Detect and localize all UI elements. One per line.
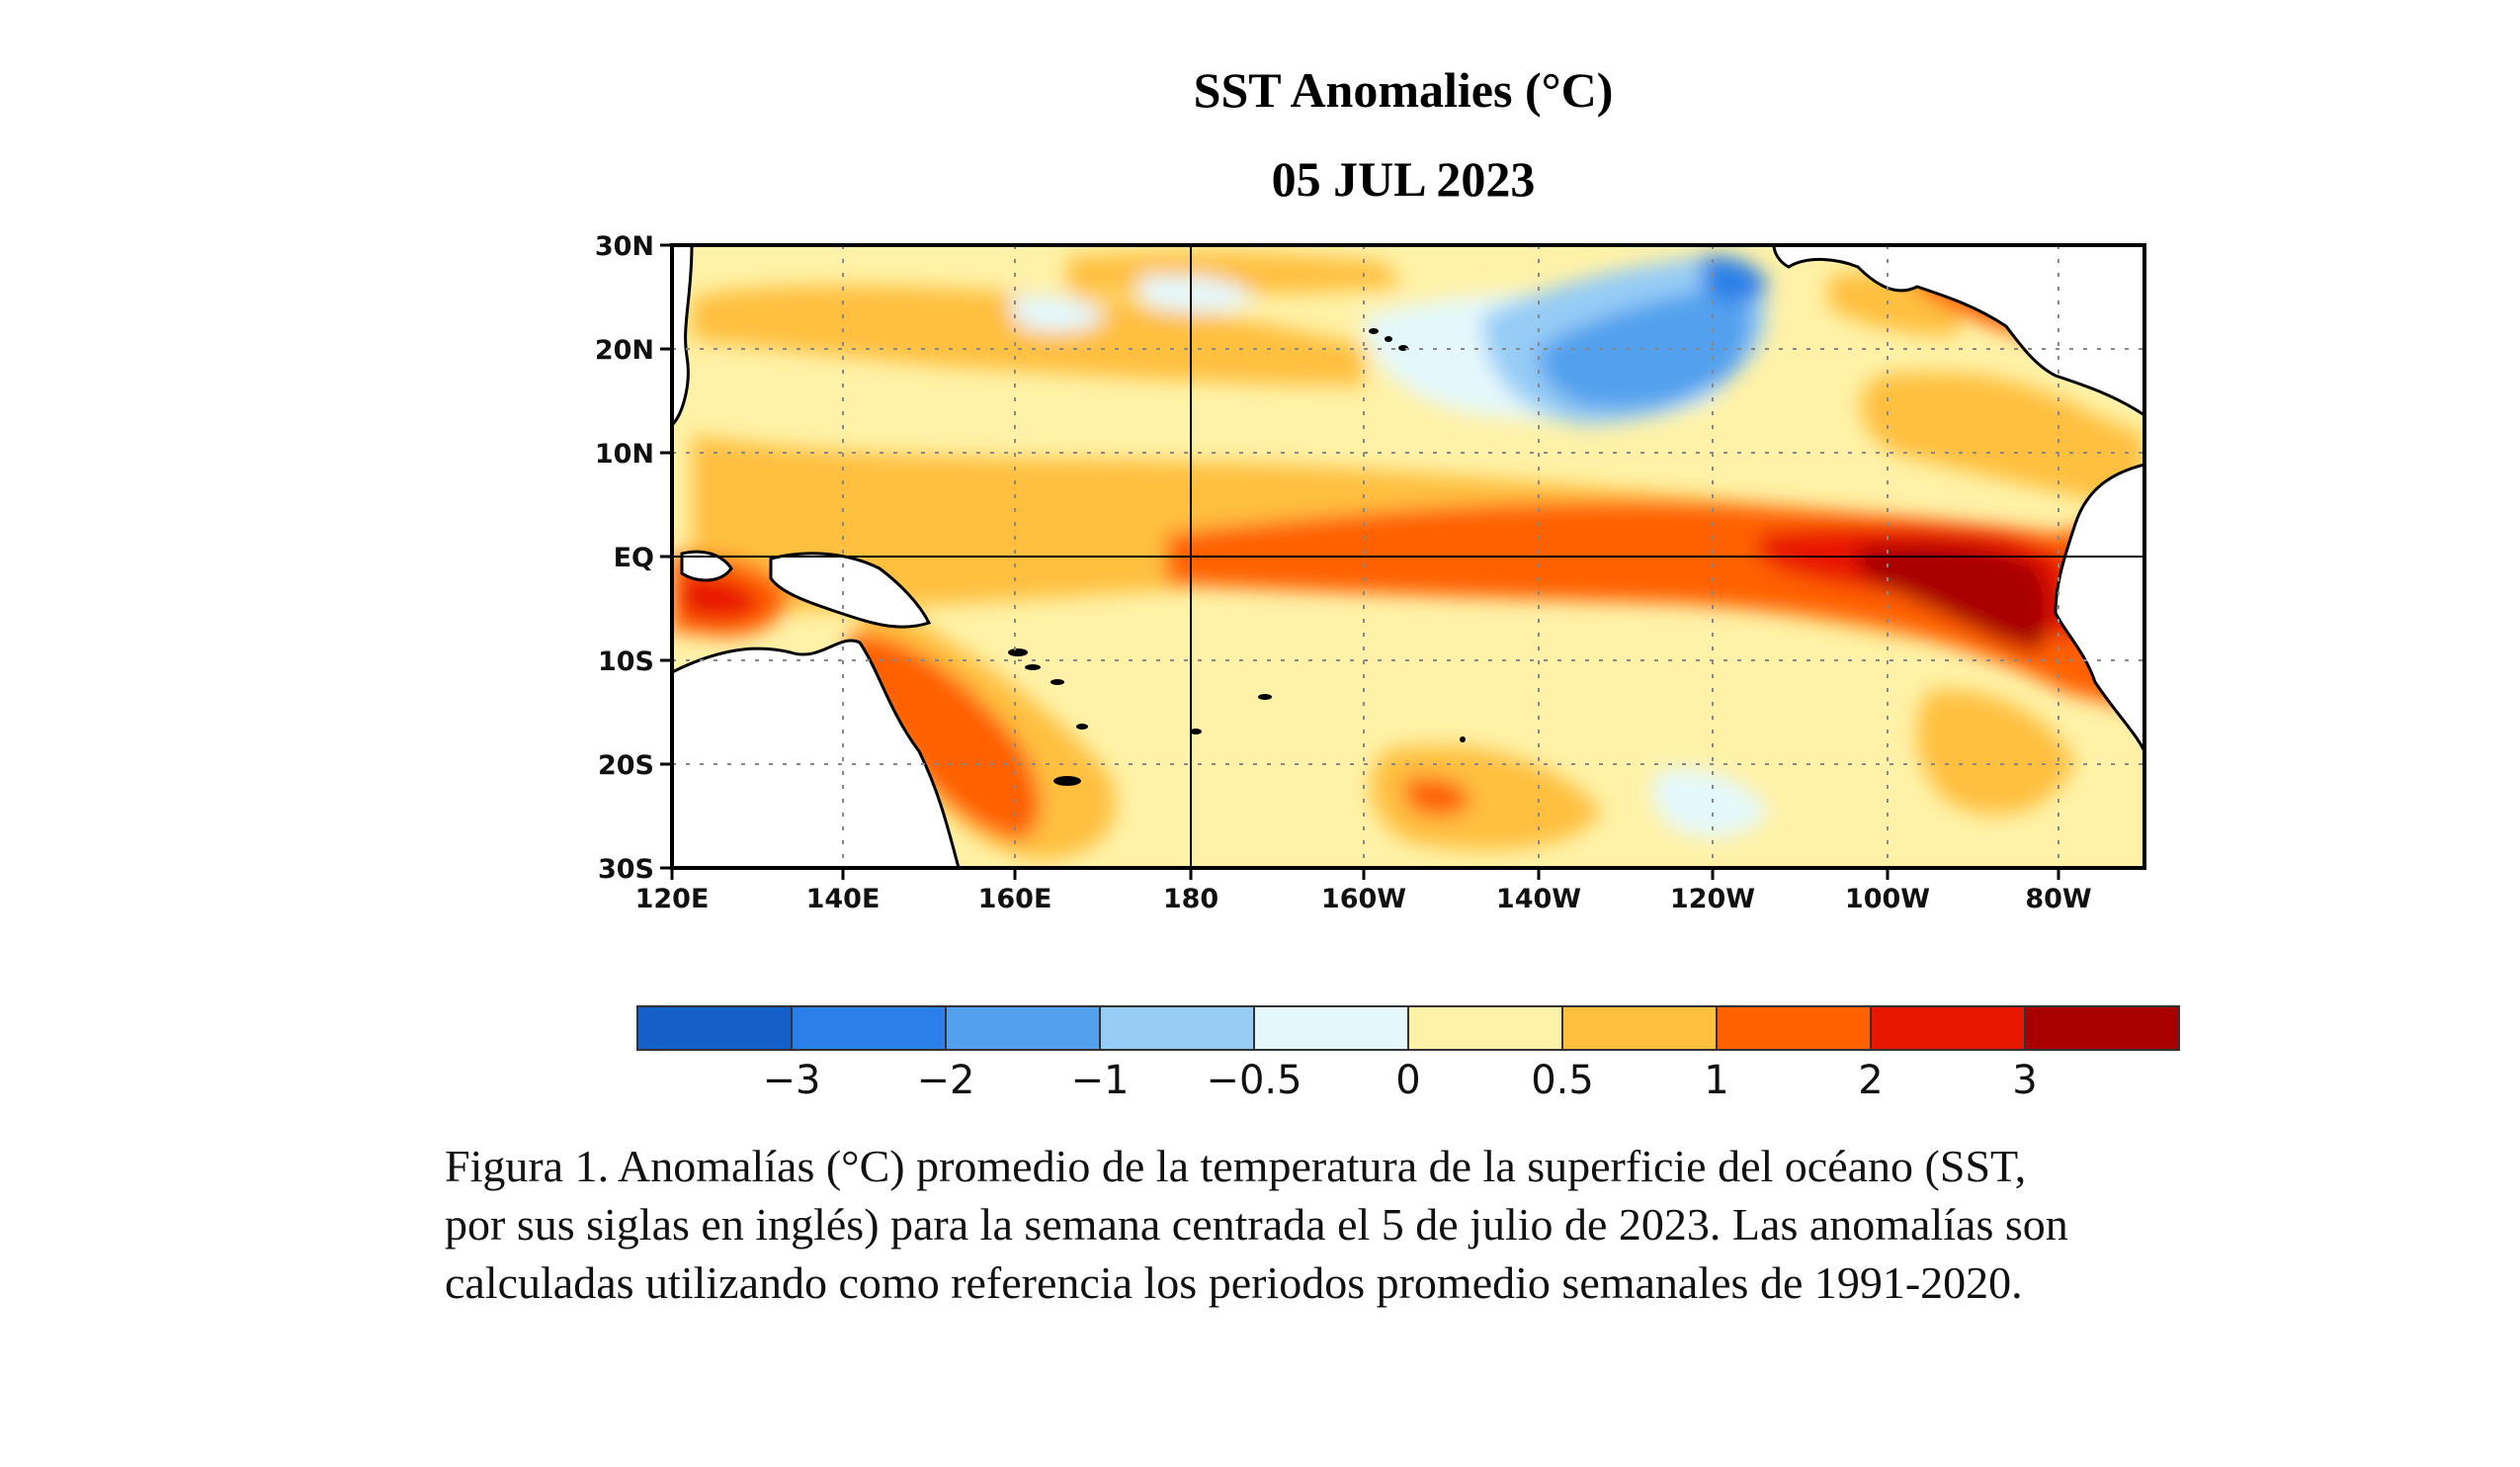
lon-label: 140W	[1496, 884, 1581, 914]
lon-label: 120W	[1670, 884, 1755, 914]
colorbar-tick-label: −1	[1071, 1058, 1130, 1103]
colorbar-tick-label: −0.5	[1206, 1058, 1302, 1103]
colorbar-swatch	[1407, 1005, 1563, 1051]
equator-dateline	[672, 245, 2144, 868]
colorbar-swatch	[1561, 1005, 1718, 1051]
pacific-islands	[1008, 328, 1466, 786]
map-date: 05 JUL 2023	[1271, 151, 1536, 207]
colorbar-swatch	[1253, 1005, 1409, 1051]
lat-label: 30S	[598, 854, 654, 885]
colorbar-swatch	[1099, 1005, 1255, 1051]
colorbar-tick-label: 0.5	[1531, 1058, 1594, 1103]
lon-label: 180	[1163, 884, 1218, 914]
colorbar-swatch	[1870, 1005, 2026, 1051]
axis-ticks	[660, 243, 2060, 880]
colorbar-tick-label: 3	[2012, 1058, 2037, 1103]
colorbar-swatch	[2024, 1005, 2180, 1051]
lat-label: 20N	[595, 335, 654, 366]
lon-label: 140E	[806, 884, 881, 914]
colorbar-tick-label: 0	[1395, 1058, 1420, 1103]
colorbar-swatch	[1716, 1005, 1872, 1051]
lon-label: 160E	[978, 884, 1052, 914]
colorbar	[636, 1005, 2180, 1051]
caption-line: Figura 1. Anomalías (°C) promedio de la …	[445, 1141, 2027, 1191]
colorbar-tick-label: −2	[917, 1058, 975, 1103]
figure-caption: Figura 1. Anomalías (°C) promedio de la …	[445, 1137, 2243, 1312]
lon-label: 80W	[2025, 884, 2091, 914]
colorbar-swatch	[636, 1005, 793, 1051]
lon-label: 120E	[635, 884, 710, 914]
colorbar-tick-label: 1	[1704, 1058, 1728, 1103]
colorbar-tick-label: 2	[1858, 1058, 1883, 1103]
lon-label: 160W	[1321, 884, 1406, 914]
map-title: SST Anomalies (°C)	[1193, 62, 1614, 118]
caption-line: por sus siglas en inglés) para la semana…	[445, 1199, 2068, 1250]
lat-label: 30N	[595, 231, 654, 262]
lat-label: 10S	[598, 647, 654, 677]
caption-line: calculadas utilizando como referencia lo…	[445, 1257, 2023, 1308]
land-masses	[672, 245, 2144, 868]
lon-label: 100W	[1845, 884, 1930, 914]
anomaly-field	[672, 245, 2144, 868]
lat-label: 20S	[598, 750, 654, 781]
colorbar-swatch	[791, 1005, 947, 1051]
lat-label: 10N	[595, 439, 654, 470]
colorbar-tick-label: −3	[763, 1058, 821, 1103]
colorbar-swatch	[945, 1005, 1101, 1051]
gridlines	[672, 245, 2144, 868]
lat-label: EQ	[614, 543, 654, 573]
